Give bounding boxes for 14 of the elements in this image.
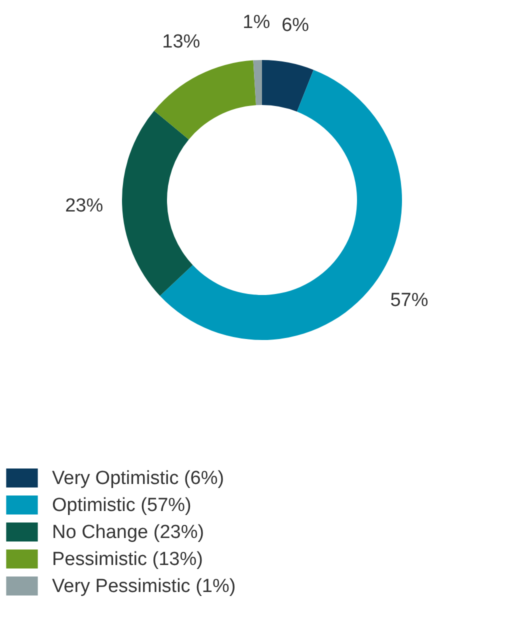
legend-label: Pessimistic (13%) xyxy=(52,549,203,570)
legend-label: Optimistic (57%) xyxy=(52,495,192,516)
donut-slice xyxy=(253,60,262,106)
legend-label: Very Optimistic (6%) xyxy=(52,468,224,489)
data-label: 23% xyxy=(65,196,104,217)
data-label: 1% xyxy=(242,12,270,34)
legend-label: Very Pessimistic (1%) xyxy=(52,576,236,597)
data-label: 13% xyxy=(162,31,200,52)
legend-label: No Change (23%) xyxy=(52,522,204,543)
donut-slice xyxy=(122,110,193,296)
donut-slice xyxy=(262,60,314,112)
data-label: 57% xyxy=(390,290,428,312)
donut-slice xyxy=(154,60,256,140)
data-label: 6% xyxy=(282,15,310,36)
